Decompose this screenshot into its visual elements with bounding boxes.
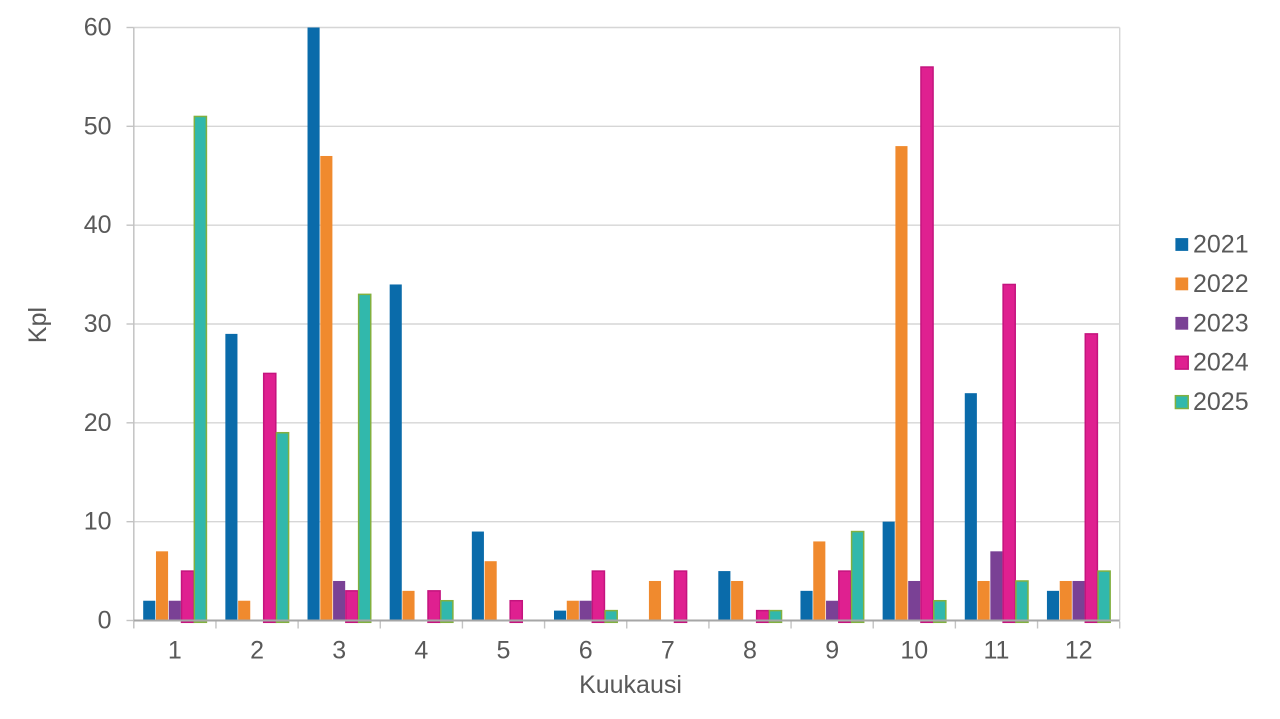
svg-text:2: 2 xyxy=(250,637,264,665)
svg-text:0: 0 xyxy=(98,607,112,635)
svg-text:10: 10 xyxy=(900,637,928,665)
svg-text:12: 12 xyxy=(1065,637,1093,665)
svg-text:50: 50 xyxy=(84,112,112,140)
svg-text:2024: 2024 xyxy=(1193,349,1249,377)
svg-text:11: 11 xyxy=(983,637,1009,665)
svg-text:6: 6 xyxy=(579,637,593,665)
svg-text:60: 60 xyxy=(84,14,112,42)
svg-text:1: 1 xyxy=(168,637,182,665)
svg-text:7: 7 xyxy=(661,637,675,665)
svg-text:2025: 2025 xyxy=(1193,388,1249,416)
svg-text:10: 10 xyxy=(84,508,112,536)
svg-text:2023: 2023 xyxy=(1193,309,1249,337)
svg-text:4: 4 xyxy=(414,637,428,665)
svg-text:40: 40 xyxy=(84,211,112,239)
svg-text:5: 5 xyxy=(497,637,511,665)
svg-text:2021: 2021 xyxy=(1193,231,1249,259)
svg-text:Kpl: Kpl xyxy=(24,307,52,343)
svg-text:8: 8 xyxy=(743,637,757,665)
svg-text:9: 9 xyxy=(825,637,839,665)
svg-text:20: 20 xyxy=(84,409,112,437)
svg-text:2022: 2022 xyxy=(1193,270,1249,298)
svg-text:Kuukausi: Kuukausi xyxy=(579,671,682,699)
svg-text:30: 30 xyxy=(84,310,112,338)
svg-text:3: 3 xyxy=(332,637,346,665)
